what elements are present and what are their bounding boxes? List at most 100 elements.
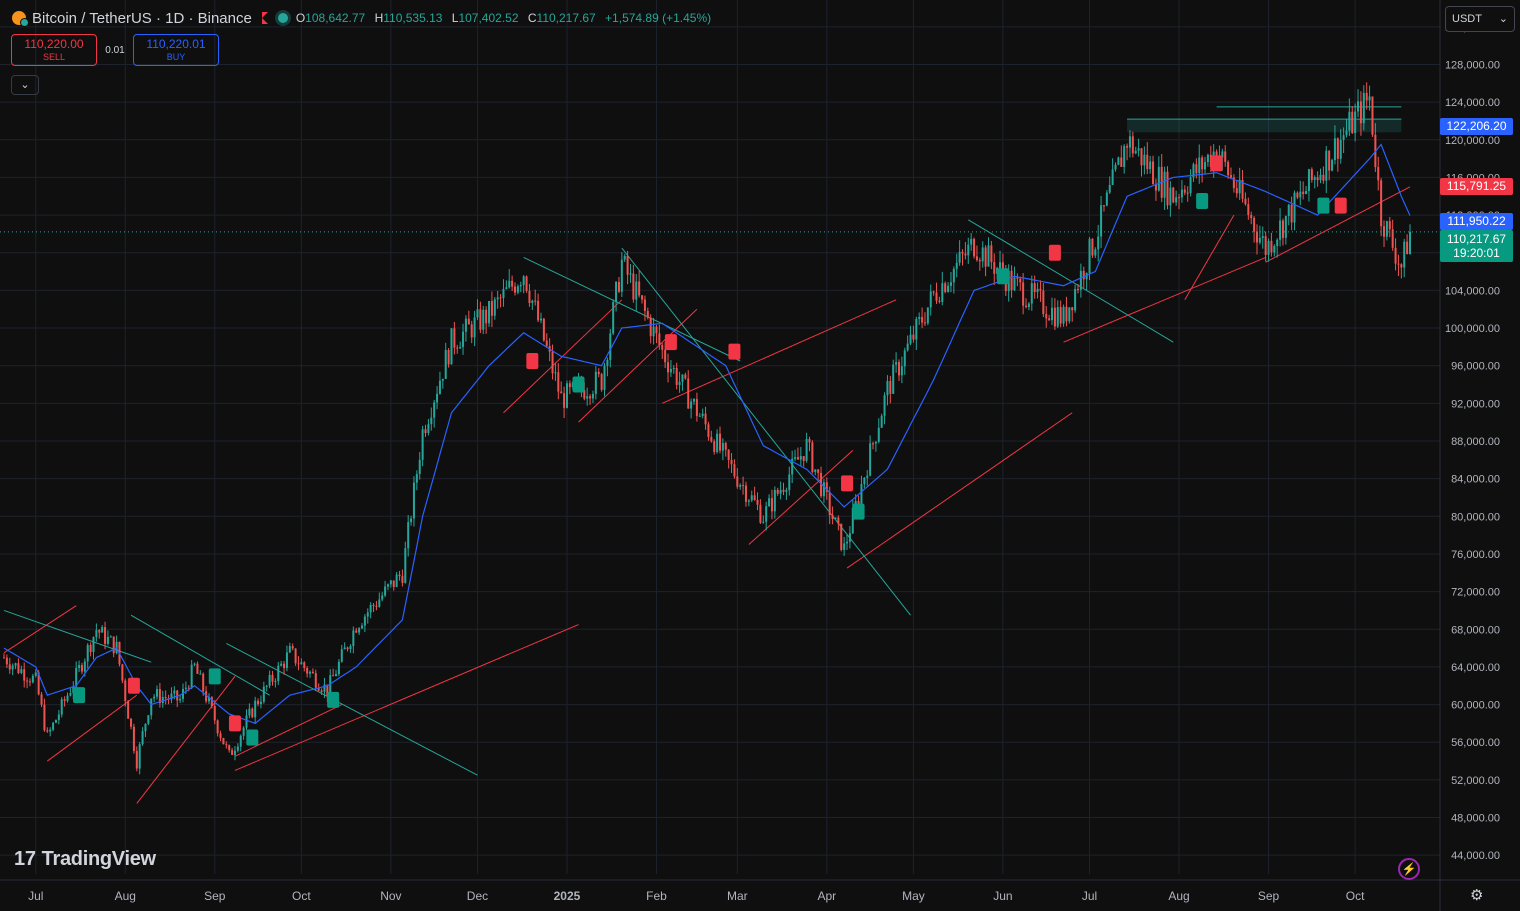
candle-body [594, 371, 597, 394]
candle-body [591, 393, 594, 399]
collapse-chevron-icon[interactable]: ⌄ [11, 75, 39, 95]
candle-body [1281, 220, 1284, 238]
candle-body [375, 605, 378, 607]
lightning-icon[interactable]: ⚡ [1398, 858, 1420, 880]
candle-body [1391, 229, 1394, 248]
trendline-red [136, 676, 236, 804]
candle-body [438, 380, 441, 394]
candle-body [1146, 154, 1149, 170]
candle-body [441, 378, 444, 381]
tradingview-logo[interactable]: 17 TradingView [14, 848, 156, 871]
candle-body [690, 401, 693, 409]
candle-body [742, 485, 745, 487]
trendline-red [1184, 214, 1235, 301]
candle-body [485, 309, 488, 324]
candle-body [1076, 289, 1079, 291]
change-value: +1,574.89 (+1.45%) [605, 11, 712, 25]
candle-body [785, 490, 788, 492]
candle-body [106, 636, 109, 644]
candle-body [964, 253, 967, 256]
candle-body [975, 256, 978, 261]
buy-button[interactable]: 110,220.01 BUY [133, 34, 219, 66]
candle-body [447, 349, 450, 365]
candle-body [1111, 169, 1114, 186]
time-tick: Jul [28, 889, 43, 903]
candle-body [1331, 160, 1334, 171]
symbol-title[interactable]: Bitcoin / TetherUS · 1D · Binance [32, 9, 252, 27]
candle-body [1085, 273, 1088, 280]
trade-panel: 110,220.00 SELL 0.01 110,220.01 BUY [11, 34, 219, 66]
candle-body [583, 389, 586, 399]
candle-body [1154, 184, 1157, 191]
candle-body [86, 645, 89, 662]
candle-body [903, 350, 906, 367]
gear-icon[interactable]: ⚙ [1470, 887, 1484, 904]
candle-body [750, 495, 753, 501]
candle-body [840, 523, 843, 550]
candle-body [1368, 96, 1371, 101]
candle-body [568, 383, 571, 388]
trendline-teal [3, 609, 152, 663]
candle-body [1108, 185, 1111, 193]
candle-body [952, 268, 955, 283]
candle-body [1403, 241, 1406, 268]
candle-body [378, 599, 381, 607]
time-tick: 2025 [554, 889, 581, 903]
market-status-icon [277, 13, 288, 23]
candle-body [407, 522, 410, 549]
candle-body [831, 515, 834, 520]
sell-signal [228, 715, 241, 732]
candle-body [144, 723, 147, 732]
candle-body [661, 345, 664, 350]
candle-body [1247, 204, 1250, 216]
candle-body [476, 309, 479, 318]
candle-body [462, 331, 465, 348]
sell-button[interactable]: 110,220.00 SELL [11, 34, 97, 66]
candle-body [274, 681, 277, 683]
open-value: 108,642.77 [305, 11, 366, 25]
candle-body [1163, 171, 1166, 198]
price-tick: 80,000.00 [1451, 511, 1500, 523]
candle-body [288, 646, 291, 653]
flag-icon[interactable] [261, 12, 268, 24]
candle-body [1345, 130, 1348, 136]
price-tick: 60,000.00 [1451, 700, 1500, 712]
candle-body [346, 647, 349, 650]
candle-body [716, 433, 719, 452]
time-tick: Aug [115, 889, 136, 903]
candle-body [1169, 187, 1172, 206]
candle-body [589, 396, 592, 399]
candle-body [669, 368, 672, 373]
candle-body [135, 751, 138, 769]
close-value: 110,217.67 [536, 11, 596, 25]
time-tick: Mar [727, 889, 748, 903]
current-price: 110,217.67 [1446, 232, 1507, 246]
candle-body [776, 489, 779, 494]
currency-select[interactable]: USDT ⌄ [1445, 6, 1515, 32]
candle-body [456, 347, 459, 349]
candle-body [635, 281, 638, 300]
candle-body [1010, 270, 1013, 291]
candle-body [1079, 270, 1082, 290]
candle-body [1117, 157, 1120, 165]
candle-body [95, 630, 98, 638]
candle-body [652, 326, 655, 337]
candle-body [271, 674, 274, 682]
candle-body [811, 442, 814, 473]
candle-body [961, 251, 964, 254]
candle-body [332, 675, 335, 677]
buy-signal [1196, 192, 1209, 209]
candle-body [31, 675, 34, 683]
candle-body [5, 657, 8, 665]
candle-body [63, 699, 66, 701]
price-tick: 44,000.00 [1451, 850, 1500, 862]
candle-body [450, 328, 453, 365]
candle-body [941, 283, 944, 302]
candle-body [40, 694, 43, 705]
candle-body [508, 280, 511, 288]
trendline-red [1265, 186, 1411, 263]
candle-body [762, 521, 765, 523]
candle-body [1267, 240, 1270, 255]
